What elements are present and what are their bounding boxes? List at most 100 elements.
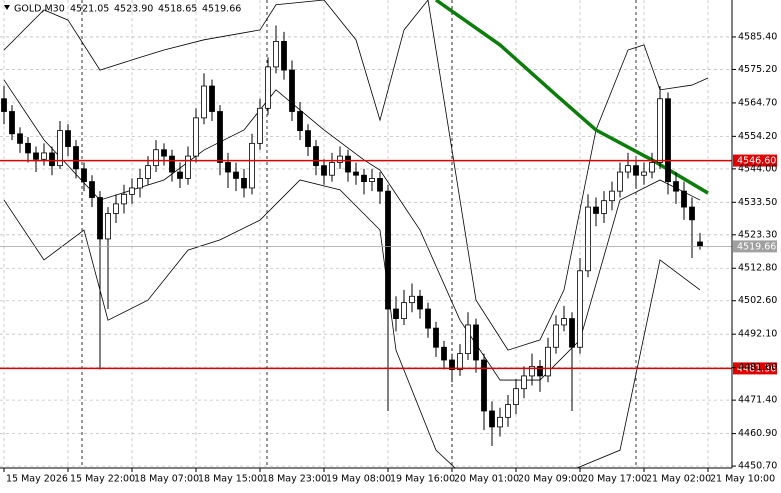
x-tick-label: 21 May 10:00 xyxy=(710,474,775,485)
x-tick-label: 19 May 16:00 xyxy=(390,474,455,485)
candle-body xyxy=(377,178,383,192)
candle-body xyxy=(505,404,511,418)
candle-body xyxy=(569,318,575,348)
candle-body xyxy=(657,98,663,163)
candle-body xyxy=(553,324,559,348)
candle-body xyxy=(473,324,479,361)
y-tick-label: 4512.80 xyxy=(738,263,777,274)
y-tick-label: 4533.50 xyxy=(738,197,777,208)
candle-body xyxy=(33,152,39,160)
candle-body xyxy=(305,130,311,147)
candle-body xyxy=(577,270,583,348)
x-tick-label: 20 May 01:00 xyxy=(454,474,519,485)
candle-body xyxy=(225,162,231,173)
y-tick-label: 4481.60 xyxy=(738,362,777,373)
y-tick-label: 4575.20 xyxy=(738,64,777,75)
candle-body xyxy=(697,241,703,247)
candle-body xyxy=(145,165,151,179)
price-level-label: 4481.36 xyxy=(737,363,776,374)
candle-body xyxy=(449,359,455,370)
candle-body xyxy=(25,142,31,154)
y-tick-label: 4544.00 xyxy=(738,163,777,174)
candle-body xyxy=(441,346,447,361)
candle-body xyxy=(337,155,343,163)
y-tick-label: 4585.40 xyxy=(738,31,777,42)
candle-body xyxy=(417,295,423,310)
bollinger-band xyxy=(3,79,701,381)
candle-body xyxy=(281,41,287,71)
candle-body xyxy=(169,155,175,173)
bollinger-band xyxy=(3,0,709,351)
candle-body xyxy=(209,85,215,112)
y-tick-label: 4523.30 xyxy=(738,229,777,240)
candle-body xyxy=(297,111,303,132)
candle-body xyxy=(529,365,535,377)
candle-body xyxy=(681,190,687,208)
x-tick-label: 15 May 2026 xyxy=(6,474,68,485)
candle-body xyxy=(561,318,567,326)
header-close: 4519.66 xyxy=(202,4,241,15)
candle-body xyxy=(41,152,47,160)
candle-body xyxy=(353,171,359,176)
candle-body xyxy=(465,324,471,355)
candle-body xyxy=(273,41,279,68)
candle-body xyxy=(241,178,247,189)
candle-body xyxy=(625,165,631,173)
bollinger-band xyxy=(3,179,701,468)
x-tick-label: 20 May 09:00 xyxy=(518,474,583,485)
candle-body xyxy=(641,171,647,176)
y-tick-label: 4450.70 xyxy=(738,461,777,472)
candle-body xyxy=(257,107,263,144)
candle-body xyxy=(369,178,375,182)
y-tick-label: 4564.70 xyxy=(738,97,777,108)
candle-body xyxy=(617,171,623,192)
candle-body xyxy=(345,155,351,173)
candle-body xyxy=(633,165,639,176)
x-tick-label: 18 May 15:00 xyxy=(198,474,263,485)
candle-body xyxy=(185,155,191,179)
candle-body xyxy=(313,146,319,167)
grid xyxy=(0,0,732,468)
plot-area xyxy=(0,0,732,468)
price-level-label: 4546.60 xyxy=(737,156,776,167)
price-level-box xyxy=(733,240,777,253)
candle-body xyxy=(105,213,111,240)
header-open: 4521.05 xyxy=(70,4,109,15)
candle-body xyxy=(161,149,167,157)
candle-body xyxy=(17,133,23,144)
candle-body xyxy=(649,162,655,173)
x-tick-label: 18 May 23:00 xyxy=(262,474,327,485)
y-tick-label: 4471.40 xyxy=(738,395,777,406)
candle-body xyxy=(593,206,599,214)
candle-body xyxy=(393,308,399,319)
candle-body xyxy=(385,190,391,310)
candle-body xyxy=(497,416,503,428)
candle-body xyxy=(673,181,679,192)
candle-body xyxy=(457,353,463,370)
candle-body xyxy=(65,130,71,147)
price-level-box xyxy=(733,154,777,167)
candle-body xyxy=(49,152,55,167)
y-tick-label: 4460.90 xyxy=(738,428,777,439)
chart-title: GOLD,M30 xyxy=(14,4,65,15)
candle-body xyxy=(433,327,439,348)
candle-body xyxy=(249,142,255,189)
candle-body xyxy=(361,174,367,182)
moving-average xyxy=(434,0,709,195)
candle-body xyxy=(609,190,615,202)
candle-body xyxy=(137,178,143,189)
x-tick-label: 19 May 08:00 xyxy=(326,474,391,485)
candle-body xyxy=(481,359,487,412)
header-low: 4518.65 xyxy=(158,4,197,15)
candle-body xyxy=(217,111,223,163)
symbol-icon xyxy=(4,5,10,10)
candle-body xyxy=(537,365,543,377)
y-tick-label: 4554.20 xyxy=(738,131,777,142)
x-tick-label: 21 May 02:00 xyxy=(646,474,711,485)
candle-body xyxy=(489,410,495,428)
candle-body xyxy=(57,130,63,167)
candle-body xyxy=(321,165,327,176)
candle-body xyxy=(97,197,103,240)
candle-body xyxy=(89,181,95,198)
